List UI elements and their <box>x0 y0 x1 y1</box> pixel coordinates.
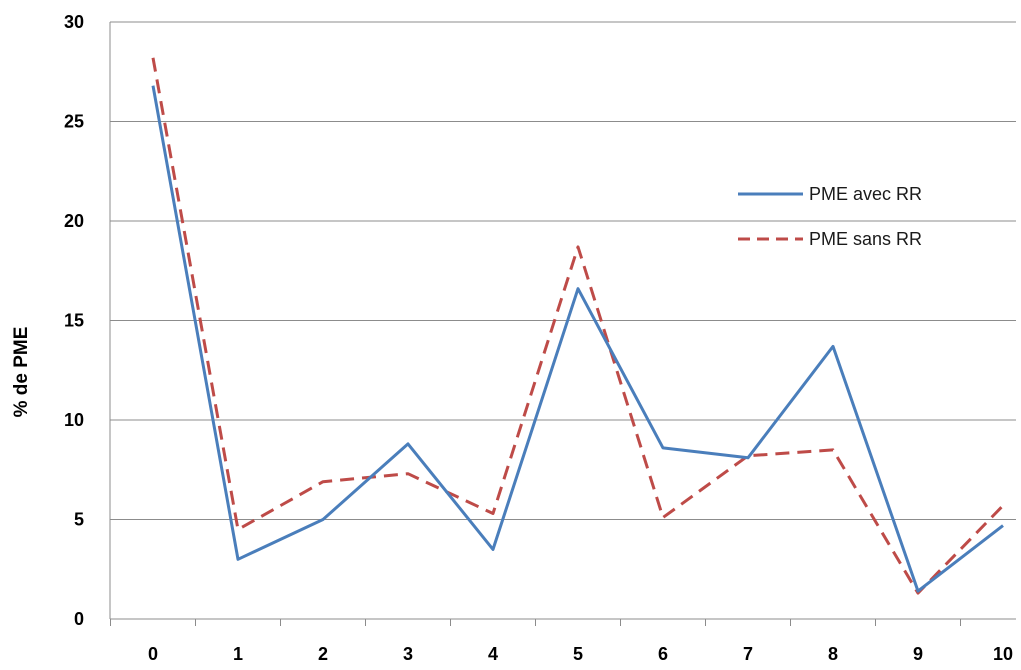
y-tick-label: 20 <box>64 211 84 231</box>
x-tick-label: 9 <box>913 644 923 664</box>
y-tick-label: 25 <box>64 112 84 132</box>
x-tick-label: 5 <box>573 644 583 664</box>
x-tick-label: 7 <box>743 644 753 664</box>
x-tick-label: 1 <box>233 644 243 664</box>
y-tick-label: 5 <box>74 510 84 530</box>
legend: PME avec RR PME sans RR <box>738 184 922 249</box>
axis-layer: 0 5 10 15 20 25 30 0 1 2 3 4 5 6 7 8 9 10 <box>64 12 1016 664</box>
series-line-pme-sans-rr <box>151 57 1005 595</box>
x-tick-label: 8 <box>828 644 838 664</box>
y-tick-label: 10 <box>64 410 84 430</box>
x-tick-label: 3 <box>403 644 413 664</box>
y-tick-label: 0 <box>74 609 84 629</box>
series-layer <box>151 57 1005 595</box>
y-axis-title: % de PME <box>11 327 32 418</box>
x-tick-label: 2 <box>318 644 328 664</box>
legend-label-pme-sans-rr: PME sans RR <box>809 229 922 249</box>
legend-label-pme-avec-rr: PME avec RR <box>809 184 922 204</box>
grid-layer <box>110 21 1016 520</box>
x-tick-label: 0 <box>148 644 158 664</box>
y-tick-label: 15 <box>64 311 84 331</box>
x-tick-label: 4 <box>488 644 498 664</box>
x-tick-label: 10 <box>993 644 1013 664</box>
series-line-pme-avec-rr <box>151 85 1004 593</box>
y-tick-label: 30 <box>64 12 84 32</box>
x-tick-label: 6 <box>658 644 668 664</box>
